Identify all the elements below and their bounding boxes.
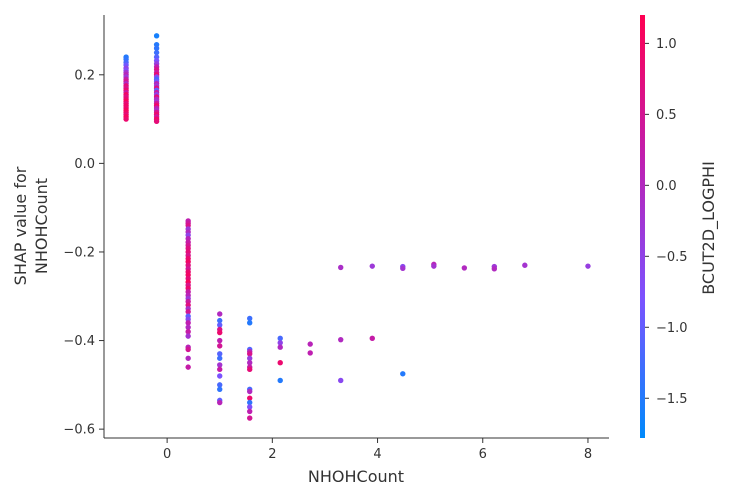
colorbar-tick-label: −1.5 xyxy=(656,392,688,407)
data-point xyxy=(185,333,191,339)
data-point xyxy=(247,404,253,410)
x-tick-label: 6 xyxy=(479,447,487,462)
data-point xyxy=(369,335,375,342)
data-point xyxy=(400,371,406,377)
data-point xyxy=(247,415,253,421)
colorbar-ticks: 1.0 0.5 0.0 −0.5 −1.0 −1.5 xyxy=(645,37,688,407)
x-tick-label: 4 xyxy=(373,447,381,462)
data-point xyxy=(247,355,253,361)
data-point xyxy=(153,45,160,51)
x-ticks: 0 2 4 6 8 xyxy=(163,438,592,462)
data-point xyxy=(153,118,160,125)
colorbar-label: BCUT2D_LOGPHI xyxy=(699,161,719,295)
colorbar-tick-label: 0.5 xyxy=(656,108,677,123)
data-point xyxy=(247,395,253,401)
data-point xyxy=(247,388,253,395)
y-axis-label-line-1: SHAP value for xyxy=(11,166,30,285)
data-point xyxy=(338,336,344,343)
data-point xyxy=(277,377,283,384)
data-point xyxy=(153,49,160,56)
colorbar-tick-label: 1.0 xyxy=(656,37,677,52)
data-point xyxy=(217,399,223,406)
y-tick-label: 0.0 xyxy=(74,157,95,172)
data-point xyxy=(277,335,283,342)
data-point xyxy=(217,329,223,336)
data-point xyxy=(247,315,253,322)
data-point xyxy=(123,116,129,122)
data-point xyxy=(522,262,528,268)
data-point xyxy=(217,382,223,388)
data-point xyxy=(217,386,223,392)
y-tick-label: −0.6 xyxy=(63,423,95,438)
colorbar-tick-label: 0.0 xyxy=(656,179,677,194)
data-point xyxy=(307,350,313,356)
data-point xyxy=(217,362,223,368)
data-point xyxy=(369,263,375,269)
colorbar-tick-label: −1.0 xyxy=(656,321,688,336)
y-tick-label: −0.2 xyxy=(63,245,95,260)
data-point xyxy=(277,360,283,366)
data-point xyxy=(217,373,223,379)
x-tick-label: 8 xyxy=(584,447,592,462)
data-point xyxy=(185,355,191,361)
data-point xyxy=(491,266,498,272)
scatter-points xyxy=(123,33,591,421)
data-point xyxy=(247,399,253,406)
y-ticks: −0.6 −0.4 −0.2 0.0 0.2 xyxy=(63,68,104,438)
x-axis-label: NHOHCount xyxy=(308,467,404,486)
data-point xyxy=(247,320,253,326)
data-point xyxy=(585,263,591,269)
data-point xyxy=(431,263,437,269)
data-point xyxy=(185,346,191,353)
data-point xyxy=(461,265,468,271)
data-point xyxy=(217,366,223,373)
data-point xyxy=(217,322,223,328)
data-point xyxy=(217,311,223,317)
x-tick-label: 2 xyxy=(268,447,276,462)
data-point xyxy=(217,343,223,349)
data-point xyxy=(217,337,223,344)
data-point xyxy=(247,351,253,357)
data-point xyxy=(247,360,253,366)
data-point xyxy=(307,341,313,347)
y-axis-label-line-2: NHOHCount xyxy=(32,178,51,274)
data-point xyxy=(277,340,283,346)
data-point xyxy=(338,264,344,271)
data-point xyxy=(247,408,253,415)
data-point xyxy=(217,355,223,361)
data-point xyxy=(338,377,344,384)
data-point xyxy=(277,344,283,350)
data-point xyxy=(217,351,223,357)
data-point xyxy=(185,320,191,326)
data-point xyxy=(247,366,253,373)
y-tick-label: −0.4 xyxy=(63,334,95,349)
y-tick-label: 0.2 xyxy=(74,68,95,83)
data-point xyxy=(400,265,406,272)
data-point xyxy=(185,364,191,370)
colorbar-tick-label: −0.5 xyxy=(656,250,688,265)
data-point xyxy=(185,324,191,330)
x-tick-label: 0 xyxy=(163,447,171,462)
data-point xyxy=(185,309,191,315)
data-point xyxy=(217,317,223,324)
data-point xyxy=(185,329,191,335)
data-point xyxy=(153,33,160,39)
colorbar xyxy=(640,15,645,438)
